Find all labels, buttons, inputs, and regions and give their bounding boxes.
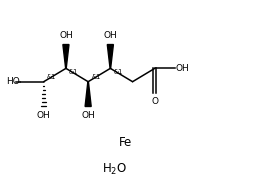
- Text: HO: HO: [6, 77, 20, 86]
- Text: Fe: Fe: [119, 136, 132, 149]
- Text: O: O: [151, 97, 158, 106]
- Polygon shape: [107, 45, 113, 68]
- Text: OH: OH: [176, 64, 190, 73]
- Text: &1: &1: [92, 74, 101, 80]
- Text: &1: &1: [69, 69, 78, 75]
- Text: OH: OH: [37, 111, 50, 120]
- Text: &1: &1: [47, 74, 56, 80]
- Polygon shape: [85, 82, 91, 107]
- Text: H$_2$O: H$_2$O: [102, 162, 127, 177]
- Polygon shape: [63, 45, 69, 68]
- Text: OH: OH: [59, 31, 73, 40]
- Text: &1: &1: [113, 69, 122, 75]
- Text: OH: OH: [81, 111, 95, 120]
- Text: OH: OH: [104, 31, 117, 40]
